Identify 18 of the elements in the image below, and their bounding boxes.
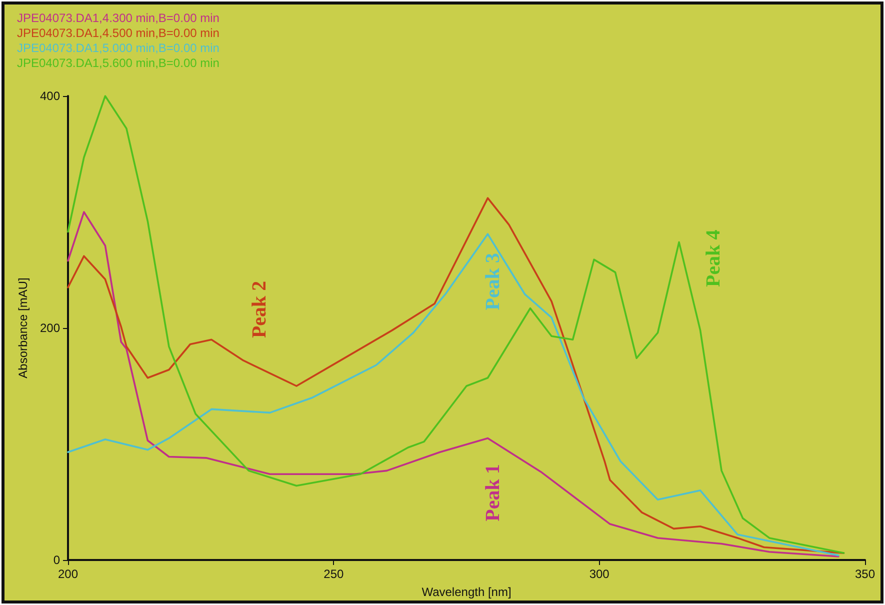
- annotation: Peak 4: [702, 230, 725, 288]
- x-tick-label: 300: [589, 567, 610, 581]
- line-series: [67, 95, 845, 554]
- y-tick-label: 200: [40, 321, 60, 335]
- text: JPE04073.DA1,5.000 min,B=0.00 min: [17, 41, 220, 55]
- text: JPE04073.DA1,4.500 min,B=0.00 min: [17, 26, 220, 40]
- y-tick-label: 0: [53, 553, 60, 567]
- x-tick-label: 200: [58, 567, 78, 581]
- x-tick-label: 350: [854, 567, 876, 581]
- y-axis-title: Absorbance [mAU]: [16, 278, 30, 378]
- x-tick-label: 250: [324, 567, 344, 581]
- y-tick-label: 400: [40, 89, 60, 103]
- annotation: Peak 1: [482, 464, 504, 522]
- text: JPE04073.DA1,5.600 min,B=0.00 min: [17, 56, 220, 70]
- annotation: Peak 3: [482, 252, 504, 310]
- x-axis-title: Wavelength [nm]: [422, 585, 512, 599]
- text: JPE04073.DA1,4.300 min,B=0.00 min: [17, 11, 220, 25]
- annotation: Peak 2: [248, 280, 270, 338]
